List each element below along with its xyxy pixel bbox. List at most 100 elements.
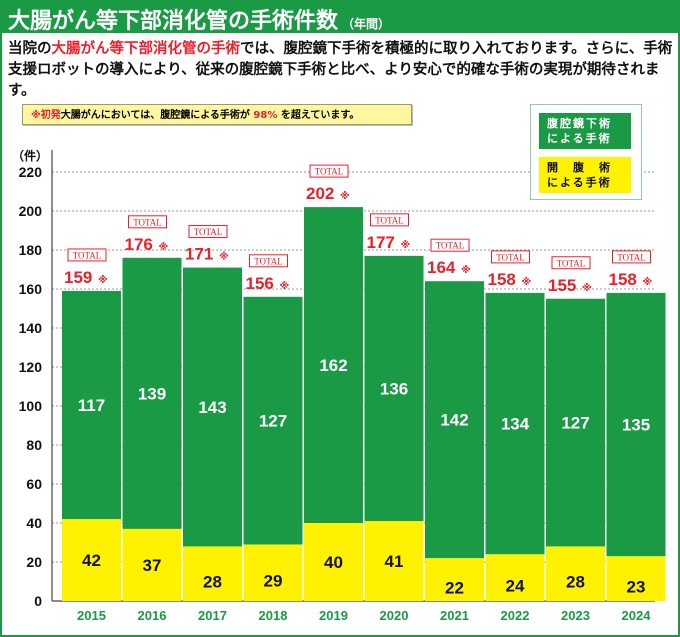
open-value-label: 42 — [82, 551, 101, 570]
total-badge — [430, 238, 470, 252]
intro-highlight: 大腸がん等下部消化管の手術 — [51, 41, 241, 57]
y-tick-label: 160 — [19, 281, 43, 297]
bar-open-2023 — [546, 546, 605, 601]
bar-laparoscopic-2018 — [243, 296, 303, 545]
open-value-label: 22 — [445, 579, 464, 598]
total-badge — [128, 215, 167, 229]
open-value-label: 41 — [385, 552, 404, 571]
y-tick-label: 20 — [26, 554, 42, 570]
bar-open-2019 — [304, 523, 363, 601]
open-value-label: 28 — [203, 573, 222, 592]
legend-lap-line2: による手術 — [547, 132, 612, 145]
total-badge-text: TOTAL — [315, 167, 344, 177]
total-mark: ※ — [461, 264, 471, 276]
total-badge — [309, 164, 349, 178]
bar-laparoscopic-2017 — [183, 267, 242, 547]
y-tick-label: 0 — [34, 593, 42, 609]
y-tick-label: 180 — [19, 242, 43, 258]
bar-laparoscopic-2021 — [425, 281, 484, 559]
legend-laparoscopic: 腹腔鏡下術 による手術 — [539, 113, 631, 149]
total-badge-text: TOTAL — [73, 250, 102, 260]
total-value-label: 159 — [64, 268, 92, 287]
legend: 腹腔鏡下術 による手術 開 腹 術による手術 — [530, 104, 642, 200]
total-badge-text: TOTAL — [617, 252, 646, 262]
laparoscopic-value-label: 127 — [259, 412, 287, 431]
total-value-label: 177 — [367, 233, 395, 252]
x-tick-label: 2024 — [622, 608, 652, 623]
total-badge-text: TOTAL — [133, 217, 162, 227]
total-badge-text: TOTAL — [557, 258, 586, 268]
total-badge — [188, 225, 228, 239]
total-badge — [491, 250, 530, 264]
x-tick-label: 2017 — [198, 608, 227, 623]
title-text: 大腸がん等下部消化管の手術件数 — [8, 9, 339, 34]
x-tick-label: 2019 — [319, 608, 348, 623]
bar-laparoscopic-2022 — [485, 292, 545, 555]
total-mark: ※ — [582, 282, 592, 294]
laparoscopic-value-label: 139 — [138, 384, 166, 403]
bar-open-2015 — [62, 519, 121, 601]
total-badge — [67, 248, 107, 262]
legend-open-line1: 開 腹 術 — [547, 161, 612, 174]
total-badge-text: TOTAL — [375, 215, 404, 225]
x-tick-label: 2015 — [77, 608, 106, 623]
title-suffix: （年間） — [342, 17, 391, 31]
bar-open-2018 — [243, 544, 303, 601]
total-value-label: 171 — [185, 245, 213, 264]
bar-laparoscopic-2024 — [606, 292, 666, 557]
laparoscopic-value-label: 134 — [501, 415, 530, 434]
total-value-label: 158 — [609, 270, 637, 289]
open-value-label: 29 — [264, 572, 283, 591]
total-badge-text: TOTAL — [436, 241, 465, 251]
x-tick-label: 2018 — [259, 608, 288, 623]
bar-open-2021 — [425, 558, 484, 601]
legend-open-line2: による手術 — [547, 176, 612, 189]
laparoscopic-value-label: 127 — [561, 414, 589, 433]
intro-text: 当院の大腸がん等下部消化管の手術では、腹腔鏡下手術を積極的に取り入れております。… — [8, 39, 676, 102]
total-value-label: 164 — [427, 258, 456, 277]
note-red-word: 初発 — [40, 110, 61, 121]
total-badge — [249, 254, 288, 268]
x-tick-label: 2023 — [561, 608, 590, 623]
total-mark: ※ — [401, 239, 411, 251]
bar-laparoscopic-2023 — [546, 298, 605, 547]
total-mark: ※ — [159, 241, 169, 253]
bar-laparoscopic-2015 — [62, 290, 121, 520]
bar-open-2020 — [364, 521, 424, 601]
page-title: 大腸がん等下部消化管の手術件数 （年間） — [8, 3, 390, 35]
bar-open-2024 — [606, 556, 666, 601]
open-value-label: 40 — [324, 553, 343, 572]
note-text-b: を超えています。 — [277, 110, 360, 121]
y-tick-label: 220 — [19, 164, 43, 180]
laparoscopic-value-label: 117 — [78, 396, 105, 415]
total-badge-text: TOTAL — [496, 252, 525, 262]
bar-laparoscopic-2019 — [304, 207, 363, 523]
x-tick-label: 2020 — [380, 608, 409, 623]
laparoscopic-value-label: 136 — [380, 379, 408, 398]
open-value-label: 28 — [566, 573, 585, 592]
total-value-label: 156 — [246, 274, 274, 293]
laparoscopic-value-label: 162 — [319, 356, 347, 375]
total-mark: ※ — [280, 280, 290, 292]
note-percent: 98% — [253, 110, 278, 121]
total-value-label: 155 — [548, 276, 576, 295]
legend-open: 開 腹 術による手術 — [539, 157, 631, 193]
total-badge — [612, 250, 651, 264]
y-tick-label: 40 — [26, 515, 42, 531]
bar-laparoscopic-2016 — [122, 257, 182, 529]
open-value-label: 24 — [506, 577, 525, 596]
total-badge-text: TOTAL — [254, 256, 283, 266]
total-value-label: 176 — [125, 235, 153, 254]
laparoscopic-value-label: 143 — [198, 398, 226, 417]
title-bar: 大腸がん等下部消化管の手術件数 （年間） — [0, 0, 680, 35]
bar-laparoscopic-2020 — [364, 255, 424, 522]
intro-rest: では、腹腔鏡下手術を積極的に取り入れております。さらに、手術支援ロボットの導入に… — [8, 41, 673, 99]
laparoscopic-value-label: 142 — [440, 411, 468, 430]
open-value-label: 23 — [627, 578, 646, 597]
y-tick-label: 200 — [19, 203, 43, 219]
bar-open-2022 — [485, 554, 545, 601]
note-text-a: 大腸がんにおいては、腹腔鏡による手術が — [60, 110, 254, 121]
total-badge-text: TOTAL — [194, 227, 223, 237]
bar-open-2017 — [183, 546, 242, 601]
